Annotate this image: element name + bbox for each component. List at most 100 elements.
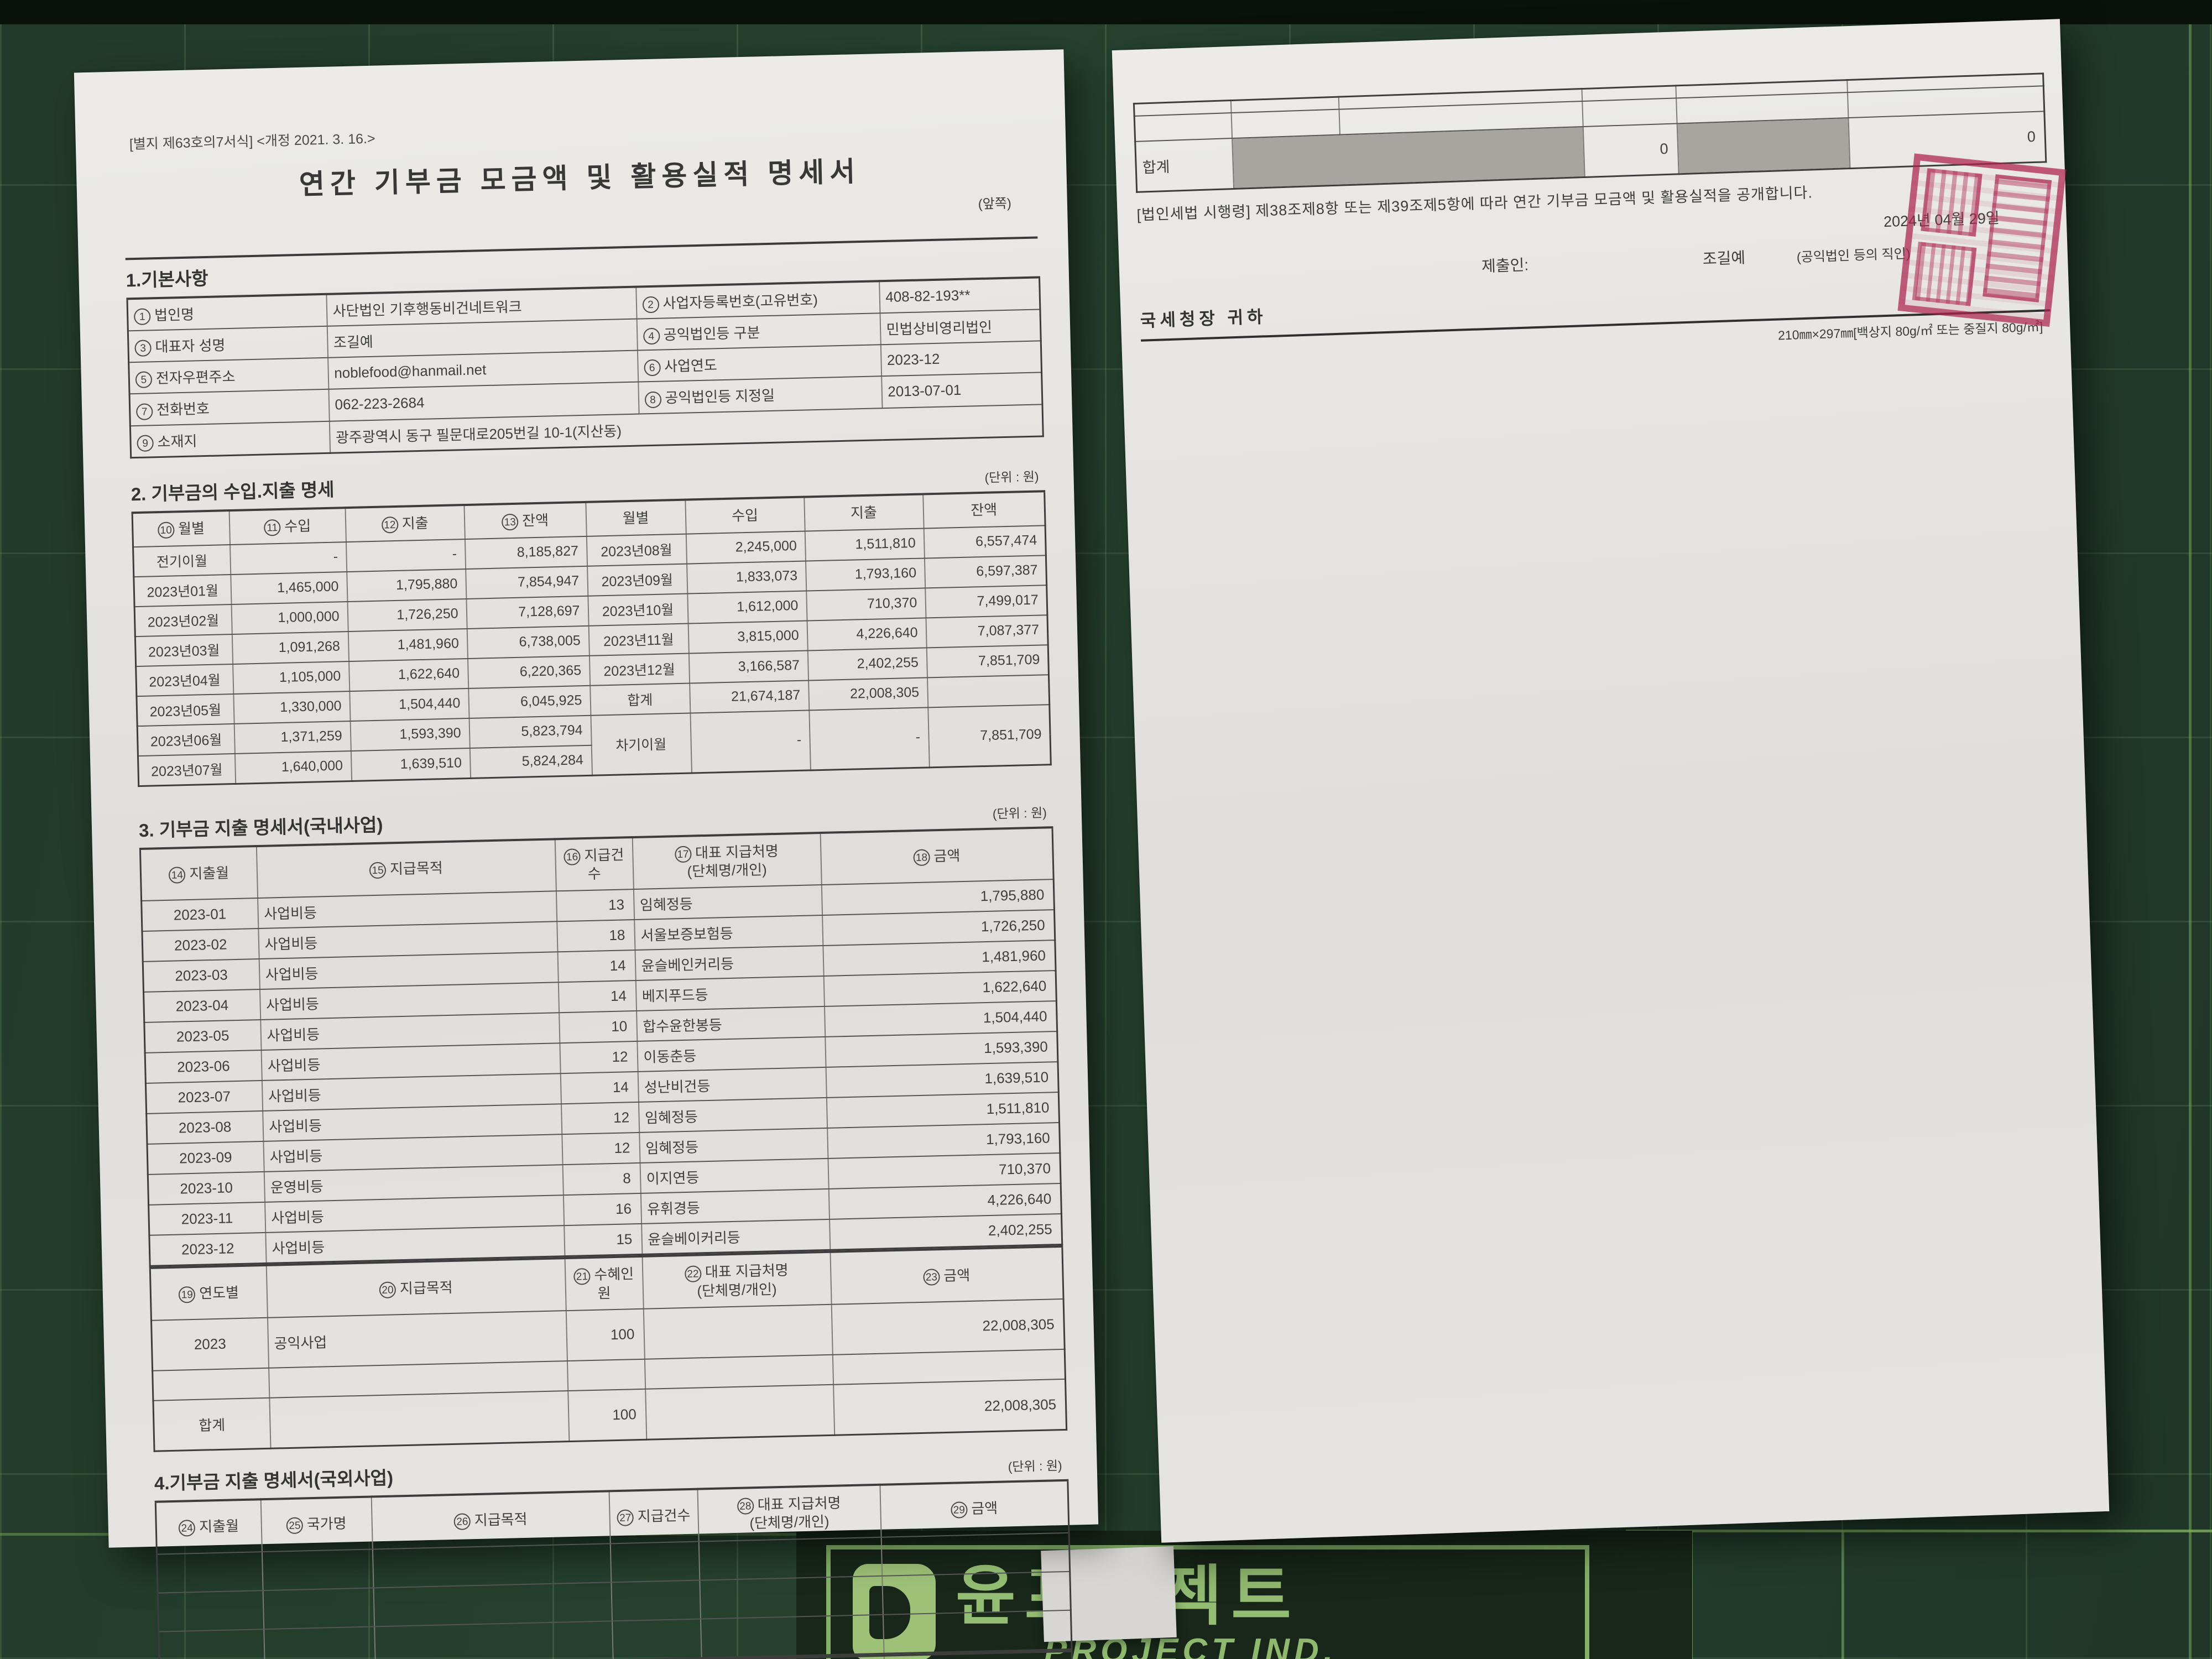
circled-number: 17 xyxy=(674,846,692,863)
table-cell xyxy=(156,1551,263,1593)
table-cell: 7,087,377 xyxy=(925,615,1048,648)
circled-number: 14 xyxy=(169,867,186,884)
table-cell: 2023년09월 xyxy=(587,564,687,596)
table-cell: 8,185,827 xyxy=(465,536,587,569)
table-cell: 1,639,510 xyxy=(351,748,471,781)
table-cell xyxy=(611,1580,701,1621)
table-cell: 3 대표자 성명 xyxy=(128,326,328,363)
section2-unit-label: (단위 : 원) xyxy=(984,469,1039,485)
table-cell: 7,128,697 xyxy=(466,596,589,629)
section3-unit-label: (단위 : 원) xyxy=(992,805,1047,821)
table-cell: 5 전자우편주소 xyxy=(128,358,328,394)
table-cell: 5,823,794 xyxy=(469,715,592,748)
table-cell: 2023-10 xyxy=(148,1172,265,1206)
table-cell: 베지푸드등 xyxy=(635,976,825,1011)
submitter-label: 제출인: xyxy=(1481,256,1529,275)
table-cell: 차기이월 xyxy=(590,713,692,775)
table-cell: 2023년07월 xyxy=(138,753,236,786)
table-cell: 1,105,000 xyxy=(232,661,349,694)
table-cell: 27 지급건수 xyxy=(609,1489,699,1543)
table-cell: 1,511,810 xyxy=(826,1092,1060,1129)
stamp-glyph-block xyxy=(1983,174,2052,302)
submitter-name: 조길예 xyxy=(1702,249,1746,268)
table-cell: 22 대표 지급처명 (단체명/개인) xyxy=(642,1252,832,1309)
table-cell: 19 연도별 xyxy=(150,1265,268,1321)
right-page: 합계 0 0 [법인세법 시행령] 제38조제8항 또는 제39조제5항에 따라 연… xyxy=(1112,19,2110,1543)
table-cell: 1,640,000 xyxy=(234,750,352,784)
table-cell: 2023-08 xyxy=(146,1111,263,1145)
circled-number: 2 xyxy=(642,296,659,314)
table-cell: 윤슬베인커리등 xyxy=(634,946,824,981)
table-cell: 1,793,160 xyxy=(827,1123,1060,1159)
table-cell: 12 지출 xyxy=(345,504,465,542)
table-cell: 18 xyxy=(556,920,635,952)
table-cell xyxy=(158,1629,265,1659)
table-cell: 26 지급목적 xyxy=(371,1491,611,1550)
circled-number: 20 xyxy=(379,1281,397,1298)
table-cell: 2023-01 xyxy=(141,898,258,932)
table-cell xyxy=(700,1614,884,1658)
table-cell: 10 월별 xyxy=(132,510,230,547)
circled-number: 28 xyxy=(737,1498,754,1515)
table-cell: 20 지급목적 xyxy=(266,1258,566,1318)
foreign-monthly-expense-table: 24 지출월 25 국가명 26 지급목적 27 지급건수 28 대표 지급처명 (단체명/개인) 2… xyxy=(154,1479,1073,1659)
table-cell xyxy=(927,674,1050,708)
table-cell: 1,504,440 xyxy=(824,1001,1057,1037)
table-cell: 100 xyxy=(566,1308,645,1361)
table-cell: 23 금액 xyxy=(830,1246,1064,1305)
table-cell: 6,597,387 xyxy=(924,555,1047,588)
table-cell: 0 xyxy=(1583,123,1679,178)
table-cell: 6,220,365 xyxy=(467,655,590,688)
table-cell: 7,851,709 xyxy=(926,644,1049,678)
table-cell xyxy=(881,1571,1071,1615)
table-cell xyxy=(612,1619,702,1659)
table-cell: 21,674,187 xyxy=(689,680,809,713)
table-cell: 22,008,305 xyxy=(808,677,928,711)
table-cell xyxy=(1677,118,1850,174)
table-cell: 16 지급건수 xyxy=(555,837,634,891)
circled-number: 18 xyxy=(913,849,930,867)
circled-number: 25 xyxy=(286,1517,304,1535)
table-cell: 2,402,255 xyxy=(807,648,927,681)
table-cell xyxy=(263,1626,375,1659)
section2-heading: 2. 기부금의 수입.지출 명세 xyxy=(131,479,335,504)
table-cell: 2023-09 xyxy=(147,1141,264,1175)
table-cell xyxy=(644,1354,833,1389)
table-cell: 2023-05 xyxy=(144,1020,262,1053)
table-cell: 전기이월 xyxy=(133,544,231,577)
table-cell: 1,481,960 xyxy=(348,628,468,661)
table-cell: 2023-07 xyxy=(145,1081,263,1114)
table-cell: 22,008,305 xyxy=(831,1298,1065,1355)
table-cell: 18 금액 xyxy=(820,827,1054,885)
table-cell: 21 수혜인원 xyxy=(565,1256,644,1311)
table-cell: 수입 xyxy=(685,497,805,534)
domestic-monthly-expense-table: 14 지출월 15 지급목적 16 지급건수 17 대표 지급처명 (단체명/개인) 18 금액 2… xyxy=(139,826,1063,1267)
table-cell xyxy=(643,1304,833,1359)
table-cell: 임혜정등 xyxy=(633,885,822,920)
table-cell: 성난비건등 xyxy=(638,1067,827,1103)
circled-number: 3 xyxy=(134,340,152,357)
circled-number: 6 xyxy=(643,359,661,377)
table-cell: 7 전화번호 xyxy=(129,389,330,426)
summary-total-table: 합계 0 0 xyxy=(1133,72,2047,193)
table-cell: 17 대표 지급처명 (단체명/개인) xyxy=(632,832,822,890)
table-cell: 월별 xyxy=(585,499,686,536)
table-cell: 2023년10월 xyxy=(587,593,688,626)
circled-number: 16 xyxy=(564,848,581,865)
table-cell xyxy=(881,1532,1070,1576)
table-cell: 2023-06 xyxy=(145,1050,262,1084)
table-cell: 1,622,640 xyxy=(348,658,468,691)
table-cell: 6,738,005 xyxy=(467,625,589,659)
table-cell xyxy=(263,1588,374,1629)
circled-number: 4 xyxy=(643,327,660,345)
table-cell: 민법상비영리법인 xyxy=(879,309,1041,345)
table-cell: 1,465,000 xyxy=(230,571,347,604)
circled-number: 1 xyxy=(133,308,151,326)
table-cell: 2023년01월 xyxy=(133,574,232,607)
circled-number: 23 xyxy=(923,1268,940,1286)
table-cell xyxy=(645,1384,834,1440)
table-cell: 1,481,960 xyxy=(822,940,1056,977)
table-cell xyxy=(1232,127,1585,189)
section4-heading: 4.기부금 지출 명세서(국외사업) xyxy=(154,1467,394,1494)
